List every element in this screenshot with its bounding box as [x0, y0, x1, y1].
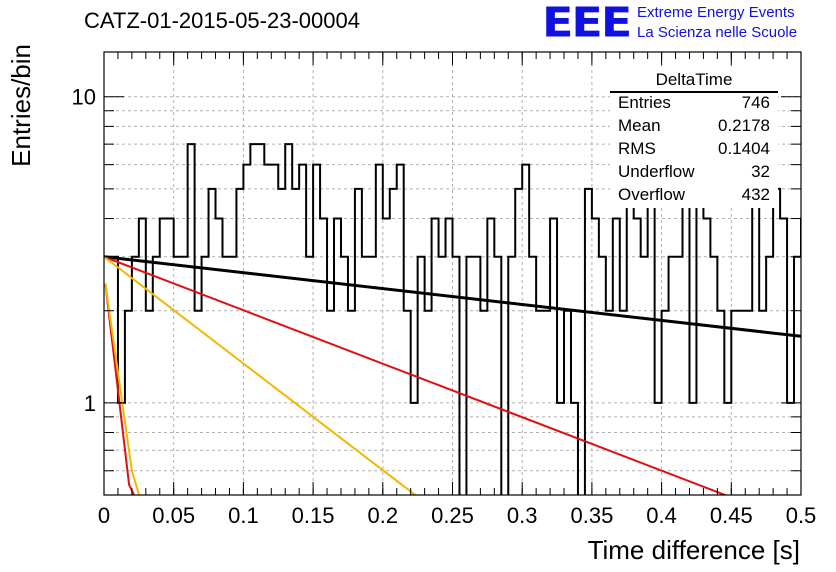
x-tick-label: 0.25	[431, 503, 474, 528]
stats-key: Mean	[618, 116, 661, 135]
eee-logo-mark: EEE	[542, 0, 632, 47]
stats-box-title: DeltaTime	[655, 70, 733, 89]
x-tick-label: 0.45	[710, 503, 753, 528]
stats-key: Underflow	[618, 162, 695, 181]
stats-box: DeltaTime Entries 746 Mean 0.2178 RMS 0.…	[610, 70, 778, 208]
x-tick-label: 0	[98, 503, 110, 528]
x-tick-label: 0.4	[646, 503, 677, 528]
tick-labels: 0 0.05 0.1 0.15 0.2 0.25 0.3 0.35 0.4 0.45 0.5 1 10	[72, 85, 817, 528]
series-line-red-steep	[104, 283, 136, 495]
stats-row-overflow: Overflow 432	[618, 185, 770, 208]
logo-line-2: La Scienza nelle Scuole	[637, 24, 798, 41]
y-axis-label: Entries/bin	[6, 44, 36, 167]
x-axis-label: Time difference [s]	[588, 535, 800, 565]
stats-value: 0.1404	[718, 139, 770, 158]
tick-marks	[103, 52, 802, 495]
stats-row-mean: Mean 0.2178	[618, 116, 770, 139]
stats-value: 432	[741, 185, 770, 204]
fit-curves	[104, 255, 801, 495]
eee-logo: EEE Extreme Energy Events La Scienza nel…	[542, 0, 832, 47]
x-tick-label: 0.1	[228, 503, 259, 528]
stats-row-entries: Entries 746	[618, 93, 770, 116]
x-tick-label: 0.15	[292, 503, 335, 528]
histogram	[104, 143, 801, 495]
stats-key: Entries	[618, 93, 671, 112]
stats-key: RMS	[618, 139, 656, 158]
stats-row-rms: RMS 0.1404	[618, 139, 770, 162]
stats-row-underflow: Underflow 32	[618, 162, 770, 185]
series-line-orange	[104, 256, 417, 495]
y-tick-label: 1	[84, 391, 96, 416]
logo-line-1: Extreme Energy Events	[637, 4, 795, 21]
series-line-orange-steep	[104, 283, 141, 495]
histogram-outline	[104, 143, 801, 495]
stats-key: Overflow	[618, 185, 686, 204]
y-tick-label: 10	[72, 85, 96, 110]
x-tick-label: 0.05	[152, 503, 195, 528]
stats-value: 32	[751, 162, 770, 181]
series-line-red	[104, 255, 728, 495]
x-tick-label: 0.5	[786, 503, 817, 528]
x-tick-label: 0.2	[368, 503, 399, 528]
stats-box-divider	[610, 91, 778, 93]
grid	[104, 52, 801, 495]
chart-title: CATZ-01-2015-05-23-00004	[84, 8, 360, 33]
stats-value: 0.2178	[718, 116, 770, 135]
x-tick-label: 0.35	[570, 503, 613, 528]
series-line-black-thick	[104, 255, 801, 338]
stats-value: 746	[741, 93, 770, 112]
x-tick-label: 0.3	[507, 503, 538, 528]
